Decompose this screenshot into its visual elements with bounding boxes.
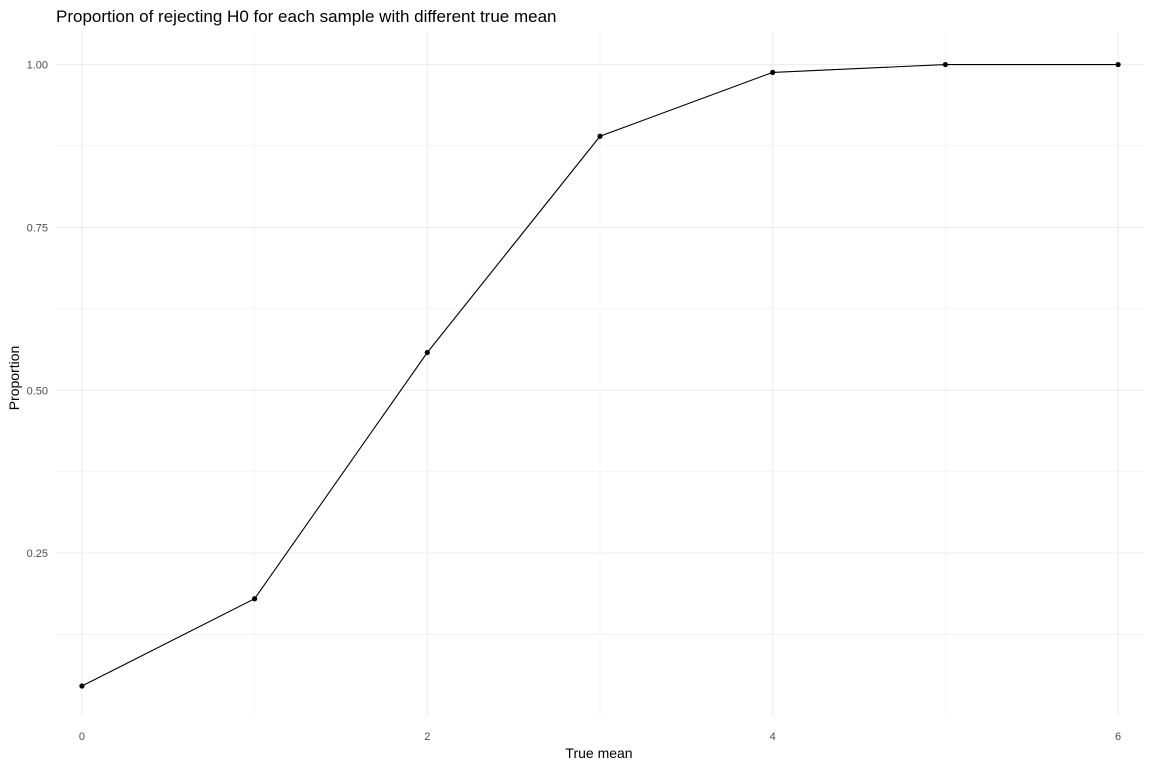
chart-title: Proportion of rejecting H0 for each samp… (56, 7, 557, 26)
data-point (942, 61, 948, 68)
y-tick-label: 0.75 (27, 222, 48, 234)
data-point (770, 69, 776, 75)
series-layer (79, 61, 1121, 689)
y-tick-label: 0.25 (27, 548, 48, 560)
y-tick-label: 1.00 (27, 60, 48, 72)
data-point (79, 683, 85, 689)
x-tick-label: 0 (79, 731, 85, 743)
data-point (1115, 61, 1121, 68)
data-point (424, 349, 430, 356)
y-axis-title: Proportion (6, 346, 22, 411)
y-tick-label: 0.50 (27, 385, 48, 397)
x-tick-label: 4 (770, 731, 776, 743)
tick-label-layer: 0.25 0.50 0.75 1.00 0 2 4 6 (27, 60, 1122, 743)
grid-layer (56, 32, 1144, 716)
x-axis-title: True mean (565, 745, 632, 761)
data-point (597, 133, 603, 139)
x-tick-label: 2 (424, 731, 430, 743)
x-tick-label: 6 (1115, 731, 1121, 743)
data-point (252, 596, 258, 602)
